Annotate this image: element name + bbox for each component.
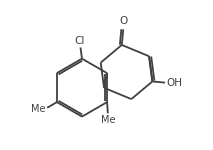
Text: OH: OH: [166, 78, 182, 88]
Text: O: O: [119, 16, 127, 26]
Text: Me: Me: [31, 103, 46, 114]
Text: Me: Me: [101, 116, 116, 126]
Text: Cl: Cl: [75, 36, 85, 46]
